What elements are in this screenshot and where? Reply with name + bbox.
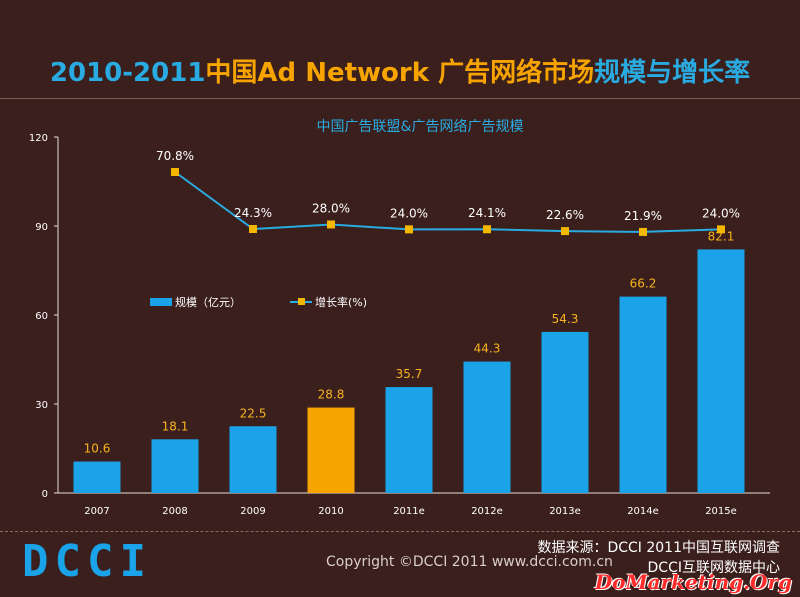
bar [73,461,121,493]
y-tick-label: 0 [42,489,48,500]
bar-value-label: 18.1 [162,419,189,433]
title-years: 2010-2011 [49,58,206,88]
legend-bar-swatch [150,298,172,306]
legend-bar-label: 规模（亿元） [175,296,241,309]
top-divider [0,98,800,99]
x-tick-label: 2013e [549,506,581,517]
growth-marker [171,168,179,176]
bar [541,331,589,493]
growth-marker [717,225,725,234]
x-tick-label: 2011e [393,506,425,517]
growth-marker [483,225,491,234]
bottom-divider [0,531,800,532]
chart-title: 中国广告联盟&广告网络广告规模 [316,119,524,135]
title-scale-growth: 规模与增长率 [594,58,751,88]
x-tick-label: 2009 [240,506,265,517]
bar-labels: 10.6 18.1 22.5 28.8 35.7 44.3 54.3 66.2 82.1 [84,229,735,455]
bar [697,249,745,493]
bar [463,361,511,493]
growth-value-label: 28.0% [312,201,350,215]
watermark-text: DoMarketing.Org [594,570,792,594]
growth-value-label: 24.0% [702,206,740,220]
data-source-line1: 数据来源：DCCI 2011中国互联网调查 [537,540,780,556]
x-tick-label: 2010 [318,506,343,517]
growth-marker [327,220,335,229]
bar-value-label: 28.8 [318,388,345,402]
legend-line-swatch [290,298,312,305]
y-tick-labels: 0 30 60 90 120 [29,133,48,500]
growth-value-label: 22.6% [546,208,584,222]
dcci-logo: DCCI [22,536,152,587]
x-tick-labels: 2007 2008 2009 2010 2011e 2012e 2013e 2014e 2015… [84,506,737,517]
x-tick-label: 2015e [705,506,737,517]
data-source-line2: DCCI互联网数据中心 [647,560,780,576]
bar [619,296,667,493]
growth-value-label: 24.0% [390,206,428,220]
y-tick-label: 30 [35,400,48,411]
growth-value-label: 70.8% [156,149,194,163]
growth-marker [561,227,569,236]
bar-value-label: 66.2 [630,277,657,291]
legend-line-label: 增长率(%) [315,296,368,309]
y-tick-label: 90 [35,222,48,233]
bar-value-label: 35.7 [396,367,423,381]
x-tick-label: 2007 [84,506,109,517]
growth-marker [249,225,257,233]
growth-value-label: 21.9% [624,209,662,223]
legend-item-scale: 规模（亿元） [150,294,241,310]
title-market: 中国Ad Network 广告网络市场 [205,58,595,88]
x-tick-label: 2012e [471,506,503,517]
bar [151,439,199,493]
growth-line [174,171,722,233]
bar-value-label: 82.1 [708,229,735,243]
x-tick-label: 2014e [627,506,659,517]
x-tick-label: 2008 [162,506,187,517]
growth-line-series: 70.8% 24.3% 28.0% 24.0% 24.1% 22.6% 21.9% 24.0% [156,149,740,236]
page-title: 2010-2011中国Ad Network 广告网络市场规模与增长率 [0,52,800,89]
bar-series [73,249,745,493]
bar [385,387,433,493]
bar-value-label: 44.3 [474,342,501,356]
bar [229,426,277,493]
growth-value-label: 24.3% [234,206,272,220]
bar-value-label: 10.6 [84,442,111,456]
growth-marker [405,225,413,234]
copyright-text: Copyright ©DCCI 2011 www.dcci.com.cn [326,554,613,570]
legend-item-growth: 增长率(%) [290,294,367,310]
y-tick-label: 60 [35,311,48,322]
bar-value-label: 22.5 [240,406,267,420]
y-tick-label: 120 [29,133,48,144]
bar [307,407,355,493]
growth-value-label: 24.1% [468,206,506,220]
growth-marker [639,227,647,236]
bar-value-label: 54.3 [552,312,579,326]
